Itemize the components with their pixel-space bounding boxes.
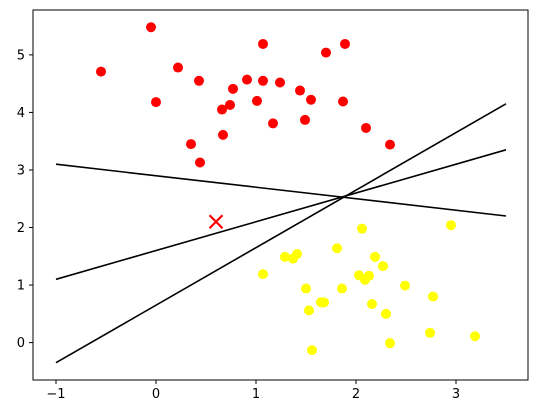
point-s1-12 bbox=[242, 74, 252, 85]
point-s1-9 bbox=[218, 129, 228, 140]
point-s1-15 bbox=[258, 75, 268, 86]
point-s1-19 bbox=[300, 114, 310, 125]
point-s1-21 bbox=[321, 47, 331, 58]
y-tick-label-3: 2 bbox=[17, 221, 25, 236]
point-s2-16 bbox=[367, 299, 377, 310]
point-s1-6 bbox=[194, 75, 204, 86]
point-s1-22 bbox=[338, 96, 348, 107]
point-s2-25 bbox=[470, 331, 480, 342]
y-tick-label-6: 5 bbox=[17, 48, 25, 63]
point-s1-11 bbox=[228, 83, 238, 94]
point-s2-5 bbox=[301, 283, 311, 294]
point-s2-22 bbox=[425, 327, 435, 338]
x-tick-label-1: −1 bbox=[46, 387, 65, 402]
x-marker bbox=[208, 214, 224, 230]
axes-frame bbox=[32, 9, 529, 381]
y-tick-label-5: 4 bbox=[17, 106, 25, 121]
point-s2-21 bbox=[400, 280, 410, 291]
point-s1-23 bbox=[340, 38, 350, 49]
point-s2-11 bbox=[337, 283, 347, 294]
axes: −1 0 1 2 3 0 1 2 3 4 5 bbox=[17, 9, 529, 402]
point-s1-8 bbox=[217, 104, 227, 115]
x-tick-label-3: 1 bbox=[252, 387, 260, 402]
point-s1-1 bbox=[96, 66, 106, 77]
y-tick-label-4: 3 bbox=[17, 163, 25, 178]
y-tick-label-2: 1 bbox=[17, 279, 25, 294]
point-s2-15 bbox=[364, 270, 374, 281]
point-s1-4 bbox=[173, 62, 183, 73]
y-tick-label-1: 0 bbox=[17, 336, 25, 351]
decision-line-1 bbox=[55, 163, 507, 217]
point-s2-24 bbox=[446, 220, 456, 231]
point-s1-3 bbox=[151, 97, 161, 108]
point-s1-18 bbox=[295, 85, 305, 96]
point-s2-23 bbox=[428, 291, 438, 302]
decision-line-3 bbox=[55, 103, 507, 364]
point-s1-17 bbox=[275, 77, 285, 88]
point-s2-2 bbox=[280, 251, 290, 262]
point-s1-2 bbox=[146, 22, 156, 33]
point-s2-1 bbox=[258, 269, 268, 280]
point-s1-25 bbox=[385, 139, 395, 150]
point-s2-13 bbox=[357, 223, 367, 234]
point-s1-10 bbox=[225, 99, 235, 110]
point-s1-14 bbox=[258, 38, 268, 49]
point-s1-24 bbox=[361, 122, 371, 133]
point-s2-7 bbox=[307, 345, 317, 356]
point-s1-20 bbox=[306, 94, 316, 105]
x-tick-label-4: 2 bbox=[352, 387, 360, 402]
point-s1-16 bbox=[268, 118, 278, 129]
decision-line-2 bbox=[55, 149, 507, 281]
plot-content bbox=[55, 22, 507, 364]
point-s1-5 bbox=[186, 139, 196, 150]
point-s2-4 bbox=[292, 248, 302, 259]
point-s2-18 bbox=[378, 261, 388, 272]
point-s1-7 bbox=[195, 157, 205, 168]
x-tick-label-2: 0 bbox=[152, 387, 160, 402]
x-tick-label-5: 3 bbox=[452, 387, 460, 402]
point-s2-17 bbox=[370, 251, 380, 262]
point-s2-19 bbox=[381, 308, 391, 319]
point-s2-10 bbox=[332, 243, 342, 254]
point-s2-9 bbox=[319, 297, 329, 308]
point-s2-6 bbox=[304, 305, 314, 316]
point-s2-20 bbox=[385, 338, 395, 349]
point-s1-13 bbox=[252, 95, 262, 106]
